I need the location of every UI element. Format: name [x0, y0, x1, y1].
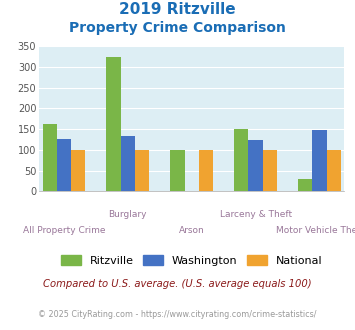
Bar	[57, 139, 71, 191]
Bar	[327, 150, 341, 191]
Bar	[199, 150, 213, 191]
Text: Compared to U.S. average. (U.S. average equals 100): Compared to U.S. average. (U.S. average …	[43, 279, 312, 289]
Bar	[248, 140, 263, 191]
Bar	[43, 124, 57, 191]
Text: Burglary: Burglary	[109, 210, 147, 218]
Bar	[106, 57, 121, 191]
Text: Arson: Arson	[179, 226, 204, 235]
Bar	[121, 136, 135, 191]
Bar	[298, 179, 312, 191]
Legend: Ritzville, Washington, National: Ritzville, Washington, National	[58, 252, 326, 270]
Bar	[170, 150, 185, 191]
Text: 2019 Ritzville: 2019 Ritzville	[119, 2, 236, 16]
Bar	[71, 150, 85, 191]
Bar	[135, 150, 149, 191]
Bar	[234, 129, 248, 191]
Bar	[263, 150, 277, 191]
Bar	[312, 130, 327, 191]
Text: All Property Crime: All Property Crime	[23, 226, 105, 235]
Text: © 2025 CityRating.com - https://www.cityrating.com/crime-statistics/: © 2025 CityRating.com - https://www.city…	[38, 310, 317, 319]
Text: Property Crime Comparison: Property Crime Comparison	[69, 21, 286, 35]
Text: Larceny & Theft: Larceny & Theft	[219, 210, 292, 218]
Text: Motor Vehicle Theft: Motor Vehicle Theft	[275, 226, 355, 235]
